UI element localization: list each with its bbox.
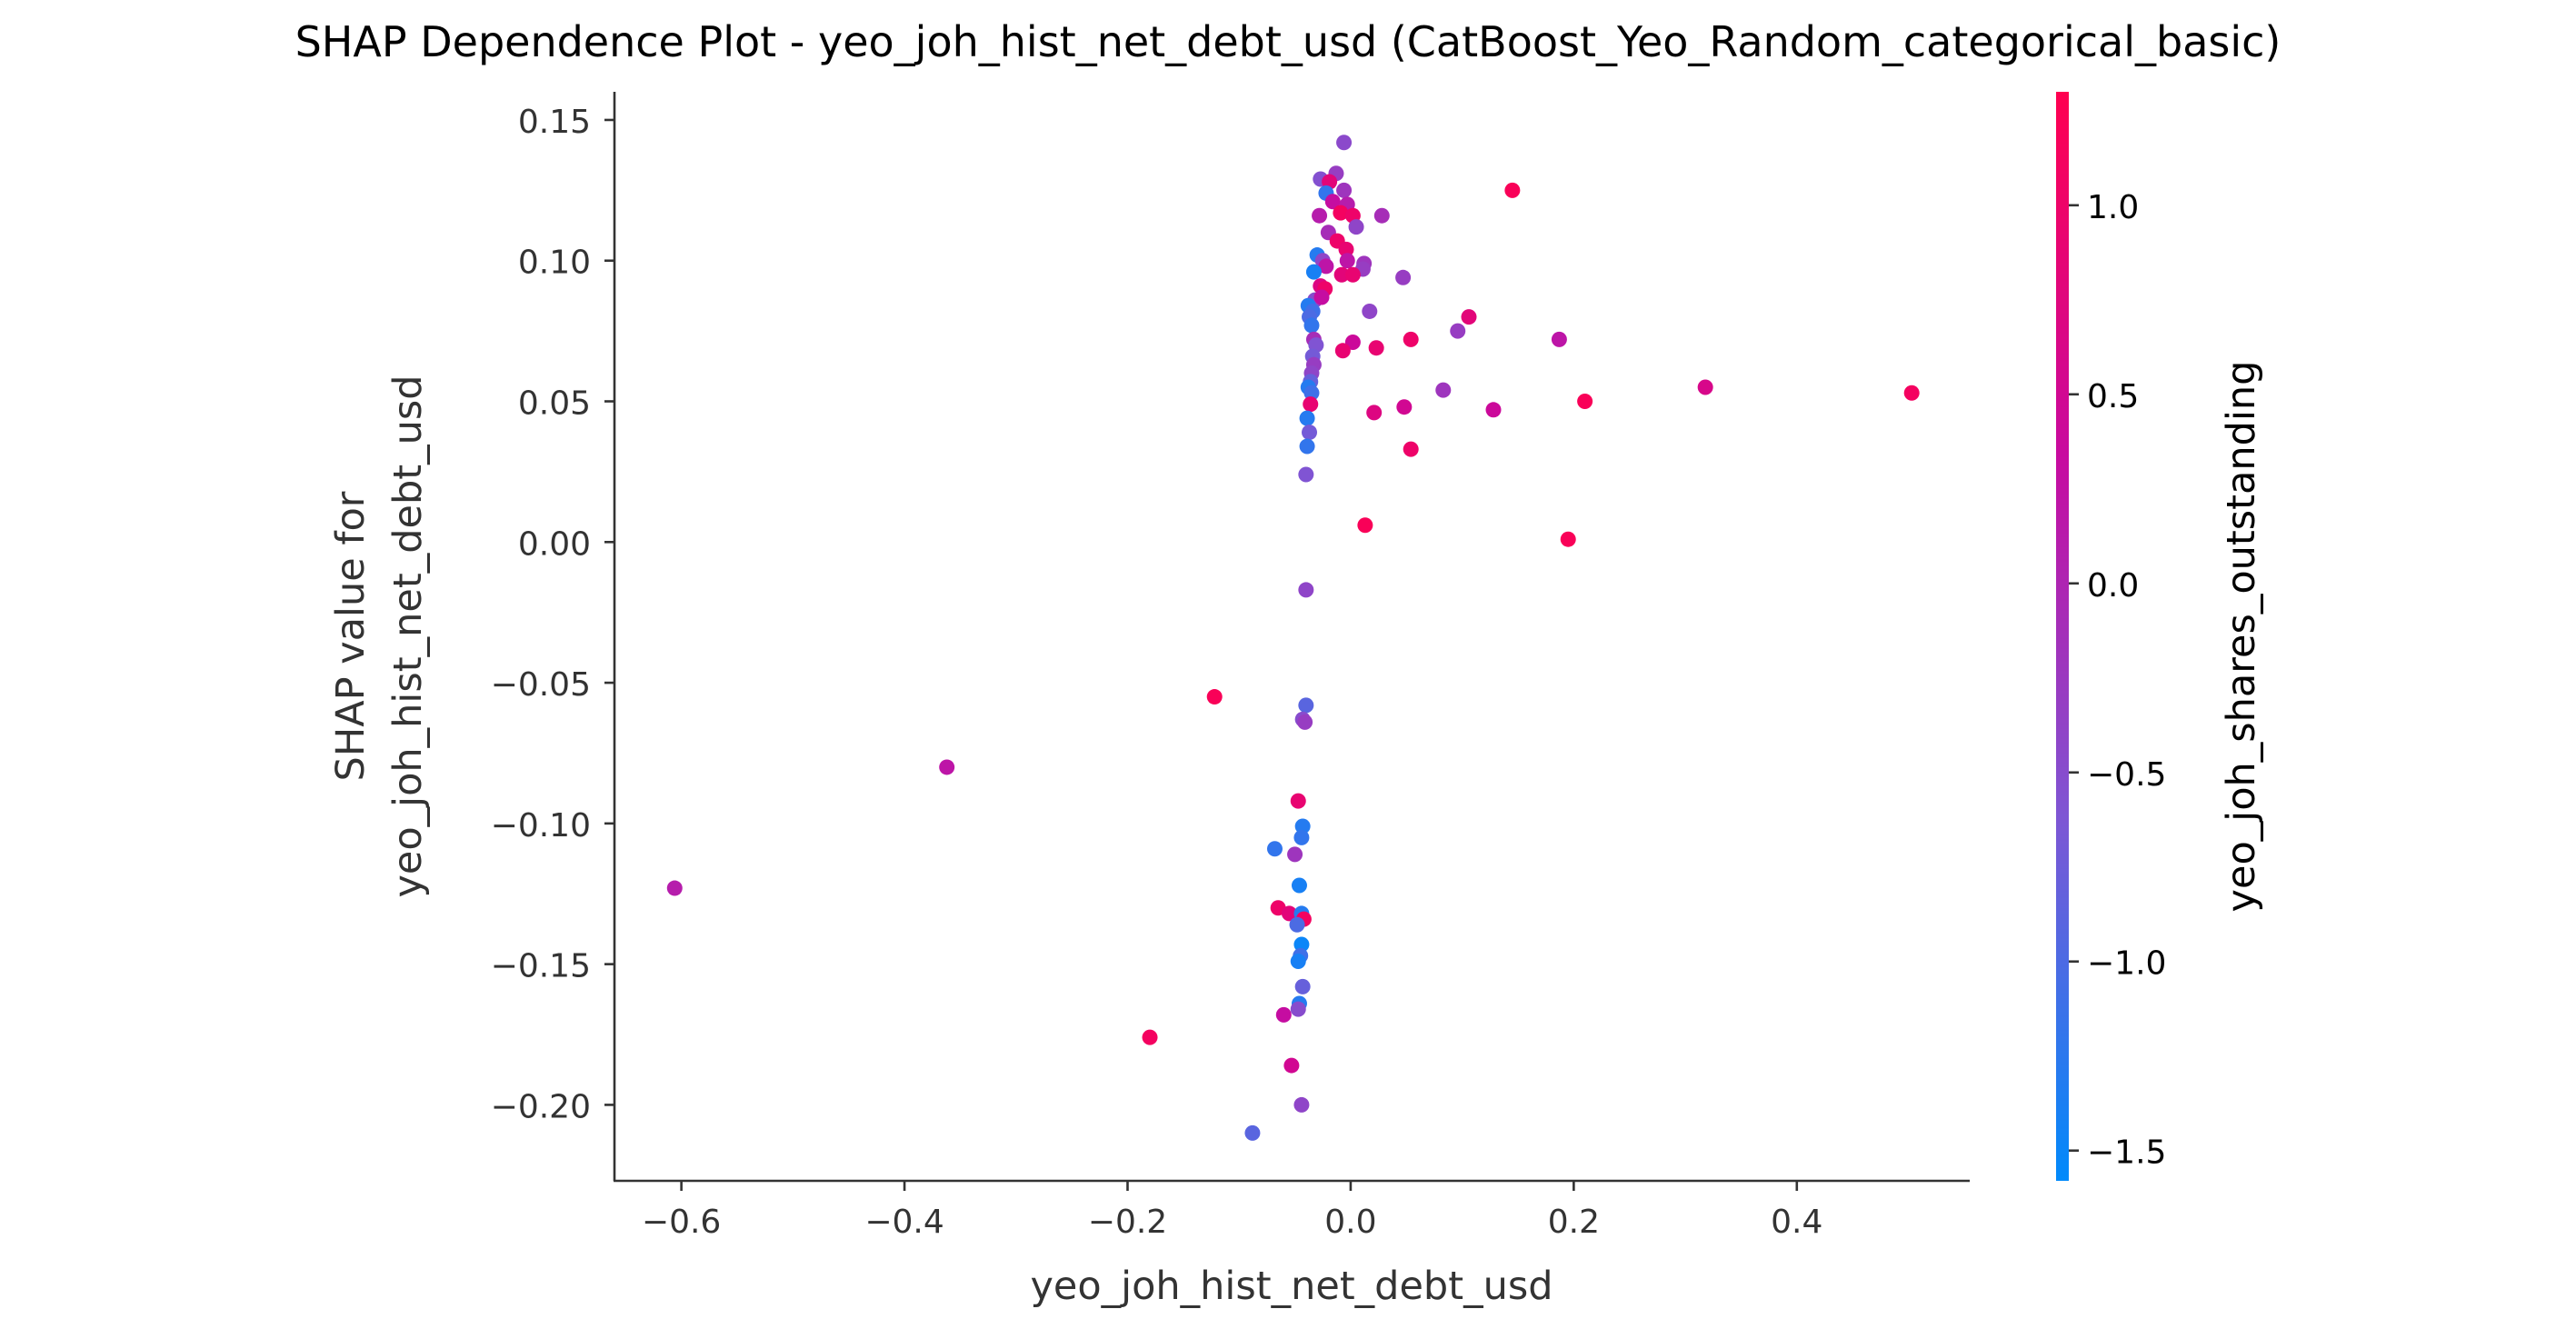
data-point — [1357, 517, 1373, 534]
data-point — [1289, 916, 1305, 933]
chart-title: SHAP Dependence Plot - yeo_joh_hist_net_… — [295, 17, 2281, 66]
y-axis-label-line-2: yeo_joh_hist_net_debt_usd — [385, 375, 431, 897]
data-point — [1313, 289, 1330, 305]
data-point — [1348, 219, 1364, 235]
data-point — [1336, 182, 1353, 198]
data-point — [1298, 697, 1314, 714]
y-axis-ticks: −0.20 −0.15 −0.10 −0.05 0.00 0.05 0.10 0.15 — [491, 104, 614, 1125]
data-point — [1244, 1124, 1261, 1141]
x-tick-label: 0.2 — [1548, 1204, 1600, 1241]
y-tick-label: 0.05 — [518, 385, 591, 423]
data-point — [1551, 331, 1567, 347]
colorbar-tick-label: −1.5 — [2087, 1134, 2166, 1172]
data-point — [1344, 266, 1361, 283]
x-tick-label: 0.4 — [1771, 1204, 1822, 1241]
data-point — [1403, 331, 1419, 347]
data-point — [1298, 582, 1314, 598]
data-point — [1294, 818, 1311, 834]
data-point — [1290, 1001, 1306, 1017]
data-point — [1287, 846, 1303, 863]
data-point — [1338, 241, 1354, 257]
data-point — [1334, 343, 1351, 359]
data-point — [1396, 399, 1413, 415]
data-point — [1318, 258, 1334, 275]
data-point — [1275, 1006, 1292, 1023]
data-point — [1577, 394, 1593, 410]
y-tick-label: 0.10 — [518, 245, 591, 282]
colorbar-tick-label: 0.0 — [2087, 567, 2139, 605]
data-point — [1293, 1096, 1310, 1113]
y-axis-label-line-1: SHAP value for — [328, 491, 374, 781]
scatter-points — [666, 135, 1920, 1141]
data-point — [1294, 978, 1311, 994]
data-point — [1299, 438, 1315, 455]
data-point — [1293, 936, 1310, 953]
data-point — [1293, 829, 1310, 845]
data-point — [1312, 207, 1328, 224]
data-point — [1302, 425, 1318, 441]
x-axis-ticks: −0.6 −0.4 −0.2 0.0 0.2 0.4 — [642, 1181, 1822, 1241]
colorbar-tick-label: 1.0 — [2087, 189, 2139, 226]
data-point — [1403, 441, 1419, 457]
data-point — [1333, 205, 1349, 221]
x-tick-label: −0.2 — [1088, 1204, 1167, 1241]
data-point — [1299, 410, 1315, 426]
data-point — [1291, 877, 1307, 894]
data-point — [1339, 253, 1355, 269]
data-point — [1362, 303, 1378, 319]
data-point — [1560, 531, 1576, 547]
y-tick-label: −0.20 — [491, 1088, 591, 1125]
data-point — [1290, 954, 1306, 970]
x-axis-label: yeo_joh_hist_net_debt_usd — [1030, 1264, 1553, 1309]
data-point — [1504, 182, 1521, 198]
data-point — [1903, 385, 1920, 401]
data-point — [1281, 905, 1297, 922]
data-point — [1366, 405, 1383, 421]
data-point — [1450, 323, 1466, 339]
data-point — [1298, 466, 1314, 483]
y-tick-label: −0.15 — [491, 948, 591, 985]
colorbar-tick-label: −0.5 — [2087, 756, 2166, 794]
data-point — [1336, 135, 1353, 151]
y-tick-label: −0.10 — [491, 807, 591, 844]
data-point — [1297, 714, 1313, 730]
data-point — [1461, 309, 1477, 325]
y-tick-label: 0.00 — [518, 525, 591, 563]
data-point — [1303, 396, 1319, 413]
data-point — [1283, 1057, 1300, 1074]
data-point — [1266, 841, 1283, 857]
y-axis-label: SHAP value for yeo_joh_hist_net_debt_usd — [328, 375, 431, 897]
data-point — [1305, 264, 1322, 280]
colorbar-label: yeo_joh_shares_outstanding — [2219, 361, 2264, 913]
data-point — [1142, 1029, 1158, 1045]
colorbar-tick-label: 0.5 — [2087, 378, 2139, 415]
colorbar — [2056, 92, 2069, 1181]
data-point — [1303, 385, 1320, 401]
y-tick-label: 0.15 — [518, 104, 591, 141]
data-point — [939, 759, 955, 775]
colorbar-tick-label: −1.0 — [2087, 945, 2166, 983]
y-tick-label: −0.05 — [491, 666, 591, 704]
data-point — [1395, 269, 1412, 285]
data-point — [1435, 382, 1452, 398]
data-point — [1333, 266, 1350, 283]
x-tick-label: 0.0 — [1324, 1204, 1376, 1241]
x-tick-label: −0.4 — [864, 1204, 944, 1241]
data-point — [1290, 793, 1306, 809]
data-point — [666, 880, 683, 896]
data-point — [1368, 340, 1384, 356]
data-point — [1485, 402, 1502, 418]
data-point — [1373, 207, 1390, 224]
data-point — [1697, 379, 1713, 395]
x-tick-label: −0.6 — [642, 1204, 721, 1241]
data-point — [1324, 194, 1341, 210]
colorbar-ticks: −1.5 −1.0 −0.5 0.0 0.5 1.0 — [2069, 189, 2166, 1172]
data-point — [1303, 317, 1320, 334]
data-point — [1206, 689, 1223, 705]
